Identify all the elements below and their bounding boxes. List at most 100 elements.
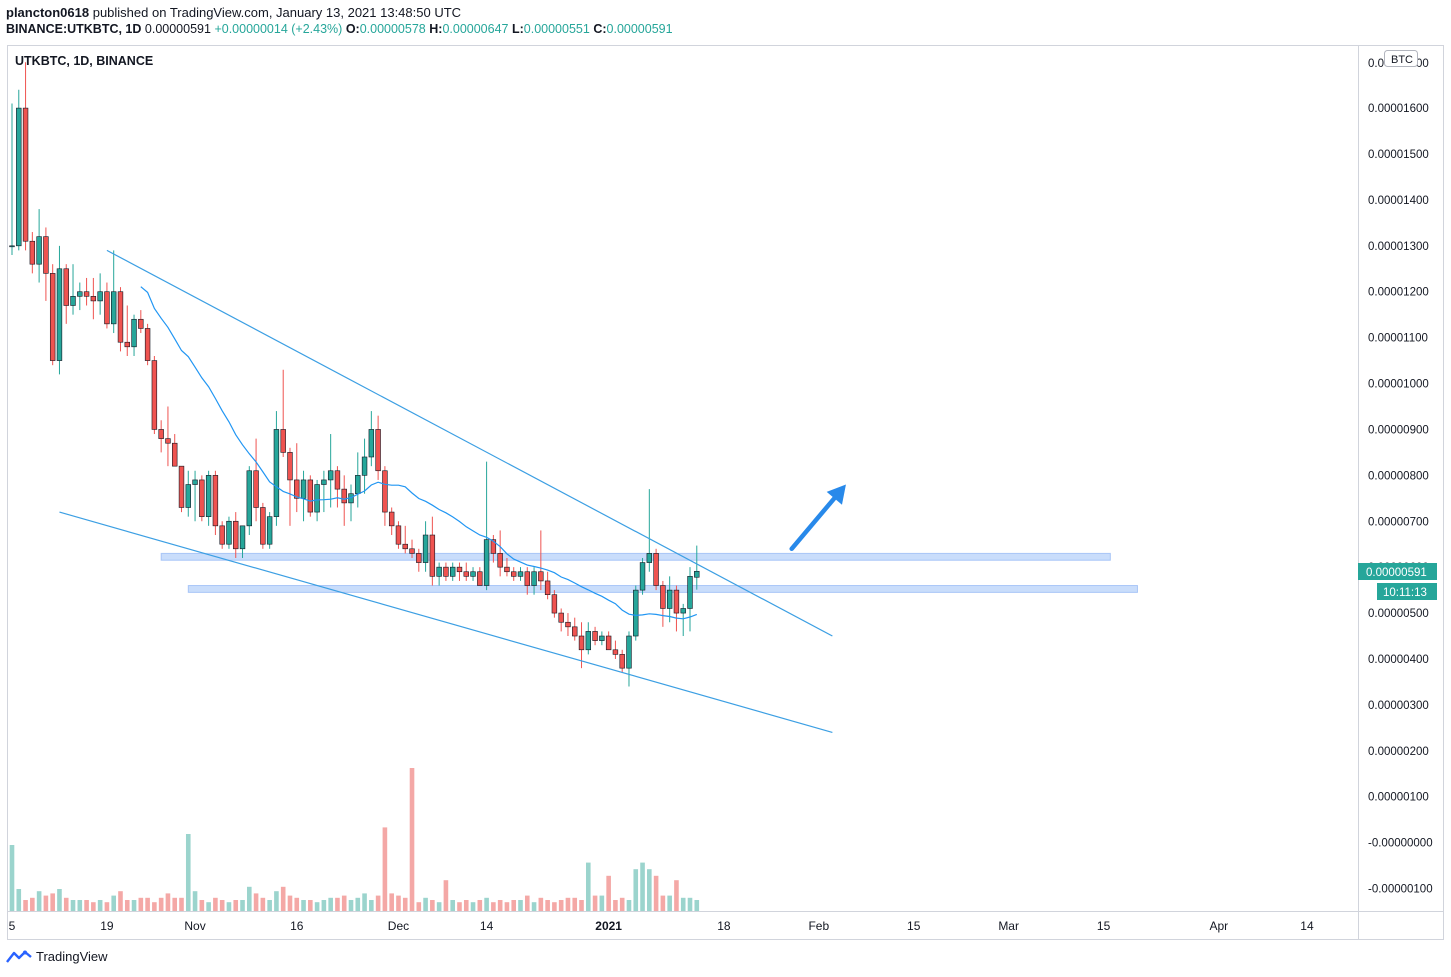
x-tick-label: Feb	[808, 919, 829, 933]
volume-bar	[23, 900, 28, 911]
low-value: 0.00000551	[523, 22, 590, 36]
candle-body	[409, 548, 415, 554]
volume-bar	[565, 897, 571, 911]
candle-body	[626, 635, 632, 669]
candle-body	[504, 566, 510, 573]
low-label: L:	[511, 22, 524, 36]
x-tick-label: Dec	[388, 919, 409, 933]
candle-body	[416, 553, 422, 563]
volume-bar	[423, 897, 428, 911]
y-tick-label: 0.00001200	[1368, 287, 1429, 299]
price-label: 0.00000591	[1366, 567, 1427, 579]
price-label-box	[1358, 563, 1437, 580]
candle-body	[511, 571, 517, 577]
y-tick-label: 0.00000500	[1368, 608, 1429, 620]
volume-bar	[633, 869, 639, 911]
candle-body	[239, 525, 246, 550]
volume-bar	[626, 900, 632, 911]
candle-body	[470, 571, 476, 577]
footer-brand[interactable]: TradingView	[36, 949, 108, 964]
candle-body	[117, 291, 124, 343]
x-tick-label: 15	[907, 919, 921, 933]
y-tick-label: 0.00001400	[1368, 195, 1429, 207]
candle-body	[205, 475, 212, 517]
candle-body	[524, 571, 530, 586]
candle-body	[558, 612, 564, 623]
x-tick-label: Mar	[998, 919, 1019, 933]
volume-bar	[524, 895, 530, 911]
volume-bar	[213, 897, 218, 911]
candle-body	[327, 470, 334, 481]
candle-body	[633, 589, 639, 637]
candle-body	[531, 571, 537, 586]
candle-body	[253, 470, 259, 508]
volume-bar	[436, 902, 442, 911]
candle-body	[77, 291, 83, 297]
candle-body	[585, 631, 592, 651]
y-tick-label: 0.00000300	[1368, 700, 1429, 712]
candle-body	[592, 631, 598, 641]
candle-body	[104, 291, 110, 325]
volume-bar	[152, 902, 157, 911]
resistance-trendline	[106, 249, 833, 637]
candle-body	[90, 296, 97, 302]
volume-bar	[97, 900, 103, 911]
x-tick-label: 2021	[595, 919, 622, 933]
volume-bar	[586, 862, 591, 911]
candle-body	[9, 245, 15, 248]
volume-bar	[463, 900, 469, 911]
open-label: O:	[345, 22, 360, 36]
y-tick-label: 0.00000700	[1368, 516, 1429, 528]
candle-body	[199, 479, 205, 517]
candle-body	[49, 273, 56, 361]
volume-bar	[531, 902, 537, 911]
x-axis: 5 19 Nov 16 Dec 14 2021 18 Feb 15 Mar 15 Apr 14	[9, 919, 1314, 933]
author-name[interactable]: plancton0618	[6, 5, 90, 20]
candle-body	[477, 571, 483, 586]
candle-body	[226, 520, 232, 545]
volume-bar	[369, 900, 374, 911]
candle-body	[172, 442, 178, 467]
price-change: +0.00000014 (+2.43%)	[214, 22, 343, 36]
candle-body	[490, 539, 497, 554]
ma-layer	[140, 286, 698, 620]
volume-bar	[287, 895, 293, 911]
candle-body	[219, 525, 225, 545]
volume-bar	[145, 897, 150, 911]
candle-body	[29, 240, 36, 265]
arrow-head	[826, 484, 846, 505]
volume-bar	[552, 902, 557, 911]
y-tick-label: 0.00001000	[1368, 379, 1429, 391]
candle-body	[666, 589, 673, 609]
publish-info: plancton0618 published on TradingView.co…	[6, 5, 461, 20]
publish-text: published on TradingView.com, January 13…	[92, 5, 462, 20]
candle-body	[578, 635, 585, 651]
tradingview-logo-icon[interactable]	[6, 950, 32, 964]
candle-body	[443, 566, 449, 577]
candle-body	[138, 318, 144, 329]
y-tick-label: 0.00000800	[1368, 470, 1429, 482]
volume-bar	[267, 900, 272, 911]
candle-body	[382, 470, 388, 513]
x-tick-label: 18	[717, 919, 731, 933]
volume-bar	[470, 902, 476, 911]
volume-bar	[606, 875, 611, 911]
volume-bar	[179, 897, 184, 911]
currency-badge-box[interactable]	[1384, 50, 1418, 67]
volume-bar	[165, 893, 171, 911]
y-tick-label: 0.00000400	[1368, 654, 1429, 666]
volume-bar	[9, 845, 15, 911]
candle-body	[612, 649, 619, 655]
candle-body	[422, 534, 429, 563]
volume-bar	[660, 895, 666, 911]
drawing-layer	[59, 249, 846, 733]
volume-bar	[280, 886, 286, 911]
candle-body	[673, 589, 680, 614]
x-tick-label: 16	[290, 919, 304, 933]
currency-badge[interactable]: BTC	[1391, 54, 1413, 66]
volume-bar	[572, 897, 578, 911]
price-chart[interactable]: UTKBTC, 1D, BINANCE 0.0 00 BTC 0.00001600…	[0, 0, 1451, 945]
support-trendline	[59, 511, 833, 733]
y-axis: 0.0 00 BTC 0.00001600 0.00001500 0.00001400…	[1368, 50, 1433, 896]
moving-average-line	[140, 286, 698, 620]
